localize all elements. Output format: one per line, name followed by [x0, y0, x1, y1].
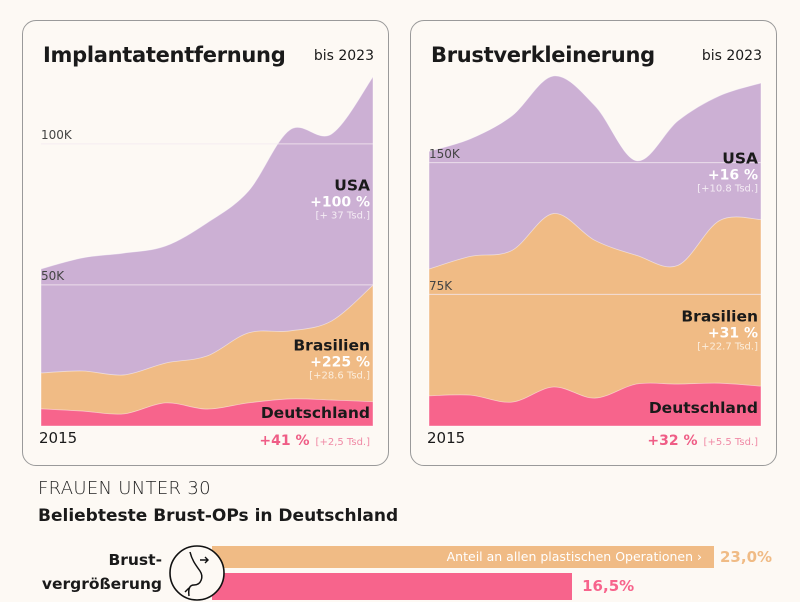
- chart-title: Implantatentfernung: [43, 43, 286, 67]
- change-pct: +41 %: [259, 433, 310, 449]
- series-change-abs: [+10.8 Tsd.]: [697, 183, 758, 195]
- chart-card-brustverkleinerung: Brustverkleinerung bis 2023 150K 75K USA…: [410, 20, 777, 466]
- change-pct: +32 %: [647, 433, 698, 449]
- series-change-pct: +100 %: [310, 194, 370, 211]
- gridline-label: 75K: [429, 279, 453, 293]
- series-change-pct: +16 %: [707, 167, 758, 184]
- area-deutschland: [40, 398, 374, 427]
- series-change-abs: [+28.6 Tsd.]: [309, 370, 370, 382]
- series-label-deutschland: Deutschland: [648, 399, 758, 417]
- chart-title: Brustverkleinerung: [431, 43, 655, 67]
- gridline-label: 100K: [41, 128, 72, 142]
- series-label-brasilien: Brasilien +225 % [+28.6 Tsd.]: [293, 337, 370, 382]
- series-name: USA: [722, 149, 758, 168]
- x-start-label: 2015: [39, 429, 78, 447]
- series-change-abs: [+ 37 Tsd.]: [315, 210, 370, 222]
- change-abs: [+5.5 Tsd.]: [703, 437, 758, 448]
- section-subtitle: Beliebteste Brust-OPs in Deutschland: [38, 506, 399, 526]
- area-chart: [428, 75, 762, 427]
- gridline-label: 150K: [429, 147, 460, 161]
- series-name: USA: [334, 176, 370, 195]
- bar-value: 16,5%: [582, 577, 635, 595]
- series-change-abs: [+22.7 Tsd.]: [697, 341, 758, 353]
- area-deutschland: [428, 382, 762, 427]
- deutschland-change: +41 % [+2,5 Tsd.]: [259, 430, 370, 449]
- x-start-label: 2015: [427, 429, 466, 447]
- series-name: Brasilien: [681, 307, 758, 326]
- bar-value: 23,0%: [720, 548, 773, 566]
- category-label-line1: Brust-: [108, 551, 162, 569]
- section-kicker: FRAUEN UNTER 30: [38, 478, 211, 499]
- chart-period: bis 2023: [313, 48, 374, 64]
- category-label-line2: vergrößerung: [41, 575, 162, 593]
- gridline-label: 50K: [41, 269, 65, 283]
- series-label-usa: USA +16 % [+10.8 Tsd.]: [697, 150, 758, 195]
- bar-note: Anteil an allen plastischen Operationen …: [446, 549, 702, 564]
- series-label-usa: USA +100 % [+ 37 Tsd.]: [310, 177, 370, 222]
- change-abs: [+2,5 Tsd.]: [315, 437, 370, 448]
- series-change-pct: +225 %: [310, 354, 370, 371]
- bar-all-operations: Anteil an allen plastischen Operationen …: [212, 546, 714, 568]
- chart-card-implantatentfernung: Implantatentfernung bis 2023 100K 50K US…: [22, 20, 389, 466]
- chart-period: bis 2023: [701, 48, 762, 64]
- area-brasilien: [40, 284, 374, 427]
- series-change-pct: +31 %: [707, 325, 758, 342]
- breast-augmentation-icon: [169, 545, 225, 601]
- deutschland-change: +32 % [+5.5 Tsd.]: [647, 430, 758, 449]
- bar-under-30: [212, 573, 573, 600]
- area-brasilien: [428, 213, 762, 427]
- series-label-brasilien: Brasilien +31 % [+22.7 Tsd.]: [681, 308, 758, 353]
- series-name: Brasilien: [293, 336, 370, 355]
- series-label-deutschland: Deutschland: [260, 404, 370, 422]
- area-chart: [40, 75, 374, 427]
